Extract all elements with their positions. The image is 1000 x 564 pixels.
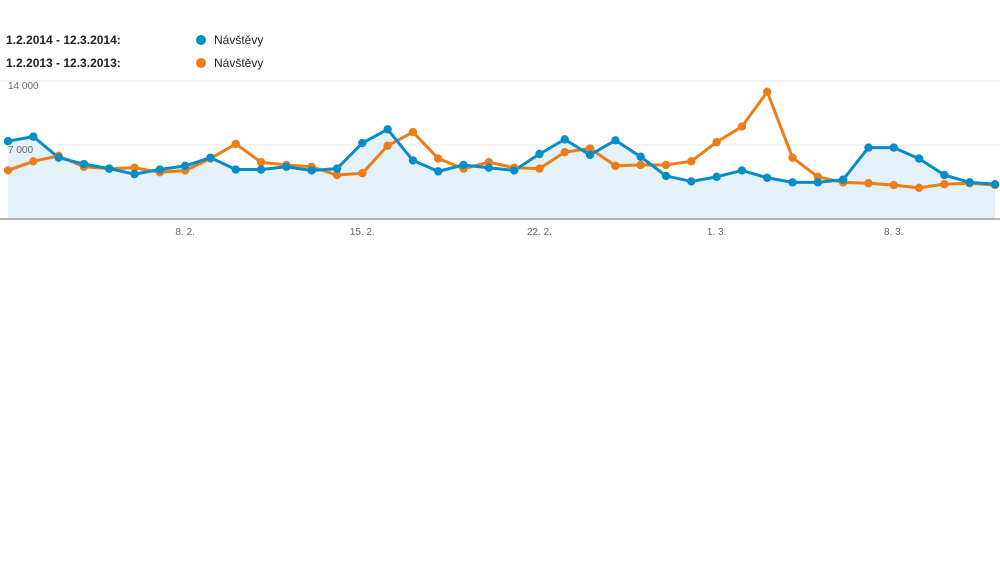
series-points bbox=[3, 87, 1000, 193]
y-tick-label: 14 000 bbox=[8, 81, 39, 92]
data-point-series-1 bbox=[408, 127, 418, 137]
data-point-series-0 bbox=[509, 166, 519, 175]
data-point-series-0 bbox=[484, 163, 494, 172]
data-point-series-1 bbox=[130, 163, 139, 172]
data-point-series-0 bbox=[712, 172, 721, 182]
data-point-series-0 bbox=[990, 179, 1000, 189]
data-point-series-0 bbox=[636, 152, 645, 161]
legend-series-name: Návštěvy bbox=[214, 33, 264, 47]
data-point-series-0 bbox=[965, 178, 974, 187]
x-axis-labels: 8. 2. 15. 2. 22. 2. 1. 3. 8. 3. bbox=[175, 227, 903, 238]
data-point-series-0 bbox=[434, 167, 443, 176]
legend-color-dot bbox=[196, 58, 206, 68]
data-point-series-0 bbox=[560, 135, 569, 144]
area-series-fill bbox=[8, 129, 995, 218]
x-tick-label: 8. 3. bbox=[884, 227, 903, 238]
data-point-series-0 bbox=[813, 178, 823, 187]
data-point-series-1 bbox=[864, 179, 873, 188]
data-point-series-0 bbox=[282, 162, 291, 171]
data-point-series-0 bbox=[408, 156, 418, 165]
x-tick-label: 15. 2. bbox=[350, 227, 375, 238]
data-point-series-0 bbox=[914, 154, 924, 163]
data-point-series-0 bbox=[307, 166, 316, 175]
data-point-series-1 bbox=[585, 144, 595, 153]
legend-range-label: 1.2.2014 - 12.3.2014: bbox=[6, 33, 121, 47]
chart-legend: 1.2.2014 - 12.3.2014: Návštěvy 1.2.2013 … bbox=[6, 30, 406, 76]
data-point-series-0 bbox=[737, 166, 747, 175]
data-point-series-0 bbox=[459, 160, 468, 170]
data-point-series-0 bbox=[332, 164, 342, 173]
data-point-series-0 bbox=[231, 165, 240, 174]
data-point-series-0 bbox=[29, 132, 38, 141]
data-point-series-1 bbox=[358, 169, 367, 178]
data-point-series-0 bbox=[54, 153, 63, 162]
data-point-series-0 bbox=[889, 143, 898, 152]
series-lines bbox=[7, 90, 996, 190]
data-point-series-1 bbox=[687, 157, 696, 166]
x-tick-label: 22. 2. bbox=[527, 227, 552, 238]
data-point-series-0 bbox=[661, 171, 671, 181]
data-point-series-1 bbox=[636, 160, 645, 170]
data-point-series-1 bbox=[332, 170, 342, 180]
data-point-series-0 bbox=[256, 165, 266, 174]
data-point-series-1 bbox=[611, 161, 620, 171]
data-point-series-0 bbox=[585, 150, 595, 160]
data-point-series-0 bbox=[79, 159, 89, 169]
data-point-series-1 bbox=[889, 180, 898, 190]
data-point-series-0 bbox=[3, 137, 13, 146]
data-point-series-0 bbox=[155, 165, 165, 174]
area-fill bbox=[8, 129, 995, 218]
legend-range-label: 1.2.2013 - 12.3.2013: bbox=[6, 56, 121, 70]
data-point-series-1 bbox=[560, 147, 569, 157]
data-point-series-0 bbox=[864, 143, 873, 152]
data-point-series-1 bbox=[763, 87, 772, 97]
data-point-series-0 bbox=[130, 169, 139, 179]
data-point-series-0 bbox=[358, 138, 367, 148]
data-point-series-0 bbox=[180, 161, 190, 171]
data-point-series-0 bbox=[687, 177, 696, 186]
y-tick-label: 7 000 bbox=[8, 145, 33, 156]
data-point-series-1 bbox=[788, 153, 797, 162]
data-point-series-0 bbox=[105, 164, 114, 173]
legend-entry-current[interactable]: 1.2.2014 - 12.3.2014: Návštěvy bbox=[6, 30, 406, 53]
data-point-series-1 bbox=[3, 166, 13, 175]
series-line-0 bbox=[7, 127, 996, 186]
data-point-series-1 bbox=[712, 137, 721, 147]
data-point-series-0 bbox=[535, 149, 544, 159]
legend-entry-previous[interactable]: 1.2.2013 - 12.3.2013: Návštěvy bbox=[6, 53, 406, 76]
data-point-series-1 bbox=[914, 183, 924, 193]
legend-color-dot bbox=[196, 35, 206, 45]
data-point-series-1 bbox=[434, 154, 443, 163]
data-point-series-0 bbox=[383, 125, 392, 134]
x-tick-label: 8. 2. bbox=[175, 227, 194, 238]
data-point-series-1 bbox=[940, 179, 949, 189]
line-chart: 14 000 7 000 8. 2. 15. 2. 22. 2. 1. 3. 8. 3. bbox=[0, 80, 1000, 238]
data-point-series-1 bbox=[29, 157, 38, 166]
data-point-series-0 bbox=[940, 170, 949, 180]
data-point-series-1 bbox=[231, 139, 240, 149]
x-tick-label: 1. 3. bbox=[707, 227, 726, 238]
legend-series-name: Návštěvy bbox=[214, 56, 264, 70]
data-point-series-0 bbox=[611, 136, 620, 145]
data-point-series-0 bbox=[763, 173, 772, 182]
data-point-series-0 bbox=[838, 175, 848, 184]
data-point-series-1 bbox=[535, 164, 544, 173]
data-point-series-0 bbox=[788, 178, 797, 187]
data-point-series-1 bbox=[737, 122, 747, 131]
y-axis-labels: 14 000 7 000 bbox=[8, 81, 39, 156]
data-point-series-1 bbox=[256, 158, 266, 167]
data-point-series-0 bbox=[206, 153, 215, 162]
chart-grid bbox=[0, 80, 1000, 220]
data-point-series-1 bbox=[383, 141, 392, 150]
data-point-series-1 bbox=[661, 160, 671, 170]
